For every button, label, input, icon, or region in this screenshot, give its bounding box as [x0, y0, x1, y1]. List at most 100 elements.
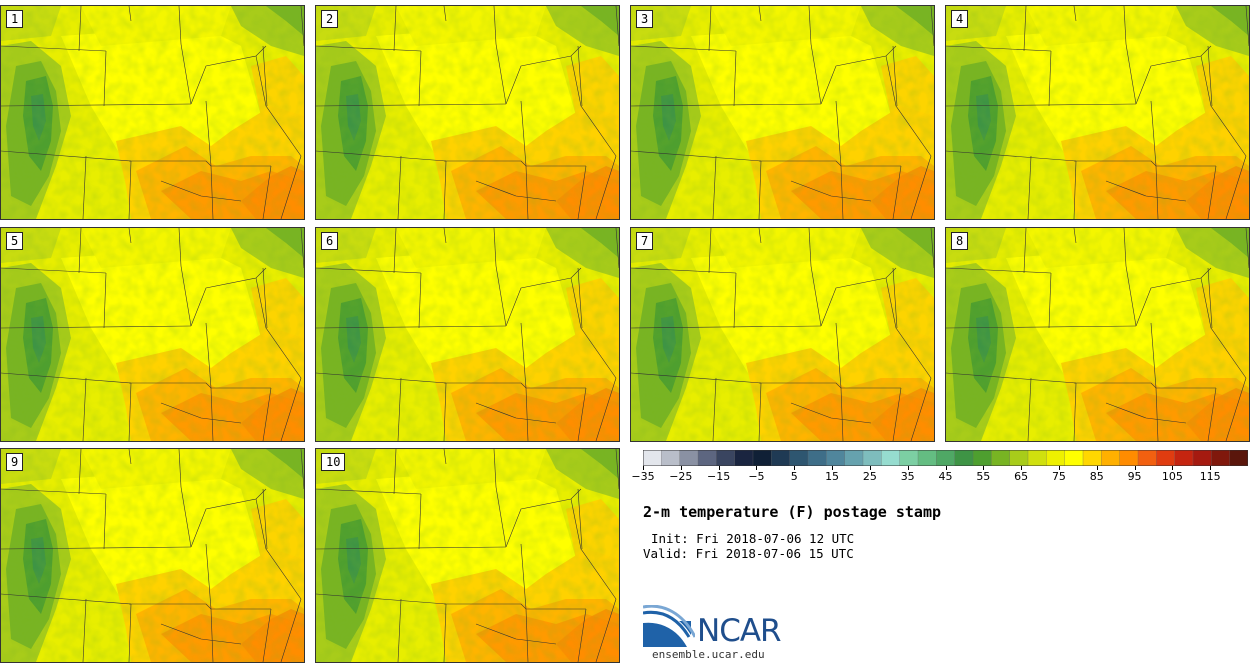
colorbar	[643, 450, 1248, 466]
temperature-map	[316, 6, 619, 219]
colorbar-tick-label: 25	[862, 470, 877, 483]
valid-time: Valid: Fri 2018-07-06 15 UTC	[643, 546, 854, 561]
colorbar-bin	[1229, 450, 1248, 466]
colorbar-bin	[679, 450, 699, 466]
colorbar-tickmark	[1096, 466, 1098, 470]
colorbar-bin	[1156, 450, 1176, 466]
temperature-map	[631, 6, 934, 219]
colorbar-bin	[661, 450, 681, 466]
colorbar-bin	[991, 450, 1011, 466]
colorbar-tickmark	[1021, 466, 1023, 470]
colorbar-bin	[1174, 450, 1194, 466]
colorbar-bin	[844, 450, 864, 466]
member-panel-1: 1	[0, 5, 305, 220]
colorbar-bin	[1064, 450, 1084, 466]
init-time: Init: Fri 2018-07-06 12 UTC	[651, 531, 855, 546]
colorbar-tickmark	[907, 466, 909, 470]
colorbar-tickmark	[680, 466, 682, 470]
colorbar-bin	[972, 450, 992, 466]
colorbar-bin	[1027, 450, 1047, 466]
colorbar-bin	[1192, 450, 1212, 466]
colorbar-tick-label: −25	[669, 470, 693, 483]
colorbar-tickmark	[945, 466, 947, 470]
colorbar-bin	[899, 450, 919, 466]
colorbar-bin	[697, 450, 717, 466]
colorbar-ticks: −35 −25 −15 −5 5 15 25 35 45 55 65 75 85 95 105 115	[631, 466, 1248, 486]
member-panel-8: 8	[945, 227, 1250, 442]
colorbar-tickmark	[1058, 466, 1060, 470]
colorbar-bin	[936, 450, 956, 466]
colorbar-tick-label: 85	[1089, 470, 1104, 483]
colorbar-tick-label: −5	[748, 470, 765, 483]
member-panel-6: 6	[315, 227, 620, 442]
member-panel-7: 7	[630, 227, 935, 442]
temperature-map	[946, 6, 1249, 219]
colorbar-bin	[807, 450, 827, 466]
colorbar-tick-label: 55	[976, 470, 991, 483]
member-label: 4	[951, 10, 969, 28]
colorbar-tickmark	[756, 466, 758, 470]
colorbar-tick-label: 95	[1127, 470, 1142, 483]
member-label: 7	[636, 232, 654, 250]
colorbar-bin	[881, 450, 901, 466]
colorbar-bin	[752, 450, 772, 466]
member-panel-4: 4	[945, 5, 1250, 220]
colorbar-bin	[771, 450, 791, 466]
colorbar-tick-label: 65	[1014, 470, 1029, 483]
member-label: 1	[6, 10, 24, 28]
member-panel-2: 2	[315, 5, 620, 220]
colorbar-tickmark	[869, 466, 871, 470]
temperature-map	[316, 228, 619, 441]
colorbar-tick-label: 105	[1161, 470, 1183, 483]
colorbar-bin	[826, 450, 846, 466]
colorbar-tickmark	[1172, 466, 1174, 470]
colorbar-bin	[716, 450, 736, 466]
member-label: 6	[321, 232, 339, 250]
member-label: 8	[951, 232, 969, 250]
member-panel-10: 10	[315, 448, 620, 663]
colorbar-tickmark	[718, 466, 720, 470]
colorbar-tick-label: 75	[1051, 470, 1066, 483]
colorbar-tickmark	[832, 466, 834, 470]
temperature-map	[946, 228, 1249, 441]
logo-text: NCAR	[697, 613, 782, 649]
member-label: 3	[636, 10, 654, 28]
colorbar-tick-label: 15	[825, 470, 840, 483]
colorbar-tick-label: 45	[938, 470, 953, 483]
colorbar-bin	[917, 450, 937, 466]
member-panel-5: 5	[0, 227, 305, 442]
temperature-map	[316, 449, 619, 662]
colorbar-bin	[1211, 450, 1231, 466]
colorbar-tick-label: −35	[631, 470, 655, 483]
colorbar-tick-label: 115	[1199, 470, 1221, 483]
colorbar-bin	[1082, 450, 1102, 466]
colorbar-tickmark	[1210, 466, 1212, 470]
colorbar-bin	[643, 450, 662, 466]
temperature-map	[1, 449, 304, 662]
chart-title: 2-m temperature (F) postage stamp	[643, 503, 942, 521]
colorbar-bin	[1009, 450, 1029, 466]
ncar-logo-icon	[643, 605, 695, 647]
member-panel-9: 9	[0, 448, 305, 663]
member-label: 10	[321, 453, 346, 471]
temperature-map	[1, 6, 304, 219]
member-label: 2	[321, 10, 339, 28]
colorbar-tickmark	[1134, 466, 1136, 470]
colorbar-bin	[954, 450, 974, 466]
colorbar-bin	[1119, 450, 1139, 466]
colorbar-bin	[789, 450, 809, 466]
colorbar-bin	[1101, 450, 1121, 466]
colorbar-bin	[862, 450, 882, 466]
colorbar-tick-label: 35	[900, 470, 915, 483]
colorbar-bin	[1046, 450, 1066, 466]
member-label: 9	[6, 453, 24, 471]
colorbar-tickmark	[643, 466, 644, 470]
temperature-map	[631, 228, 934, 441]
colorbar-bin	[1137, 450, 1157, 466]
member-panel-3: 3	[630, 5, 935, 220]
temperature-map	[1, 228, 304, 441]
site-url[interactable]: ensemble.ucar.edu	[652, 648, 765, 661]
colorbar-tick-label: 5	[790, 470, 798, 483]
colorbar-tickmark	[983, 466, 985, 470]
colorbar-bin	[734, 450, 754, 466]
